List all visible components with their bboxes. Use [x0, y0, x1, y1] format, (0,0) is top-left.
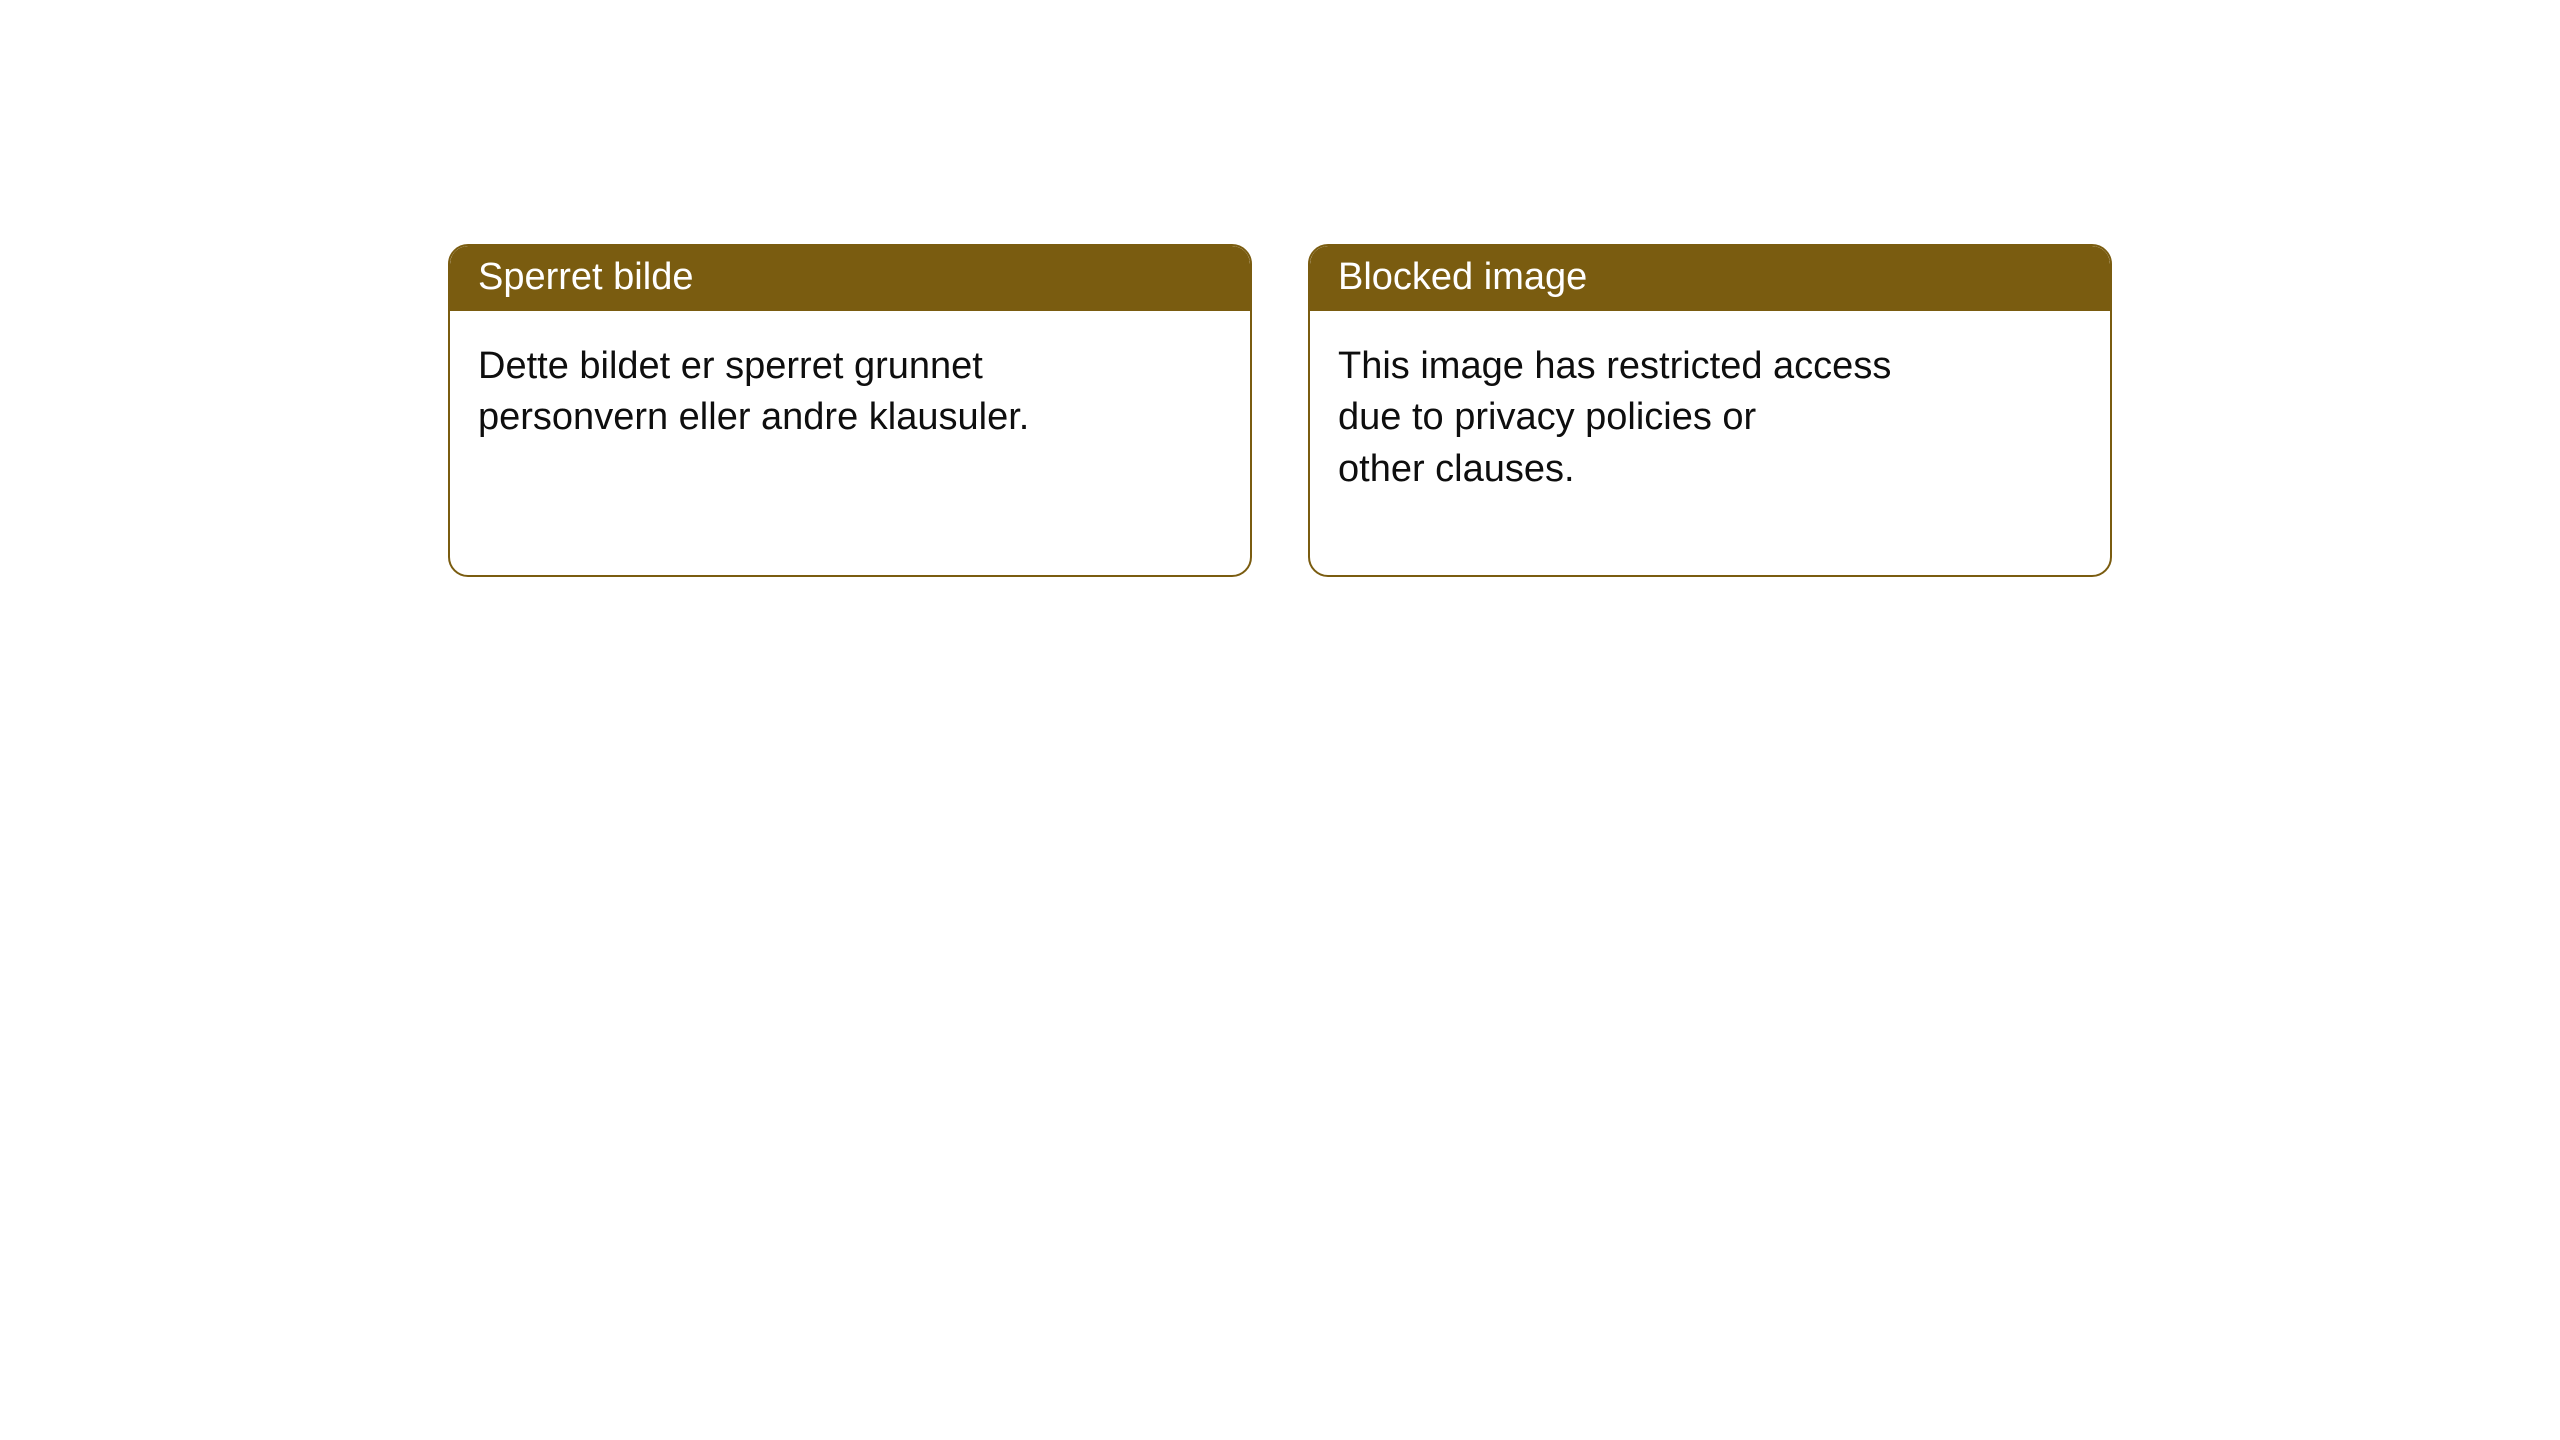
notice-container: Sperret bilde Dette bildet er sperret gr… — [0, 0, 2560, 577]
notice-body: This image has restricted access due to … — [1310, 311, 2110, 575]
notice-body: Dette bildet er sperret grunnet personve… — [450, 311, 1250, 524]
notice-box-norwegian: Sperret bilde Dette bildet er sperret gr… — [448, 244, 1252, 577]
notice-box-english: Blocked image This image has restricted … — [1308, 244, 2112, 577]
notice-header: Blocked image — [1310, 246, 2110, 311]
notice-header: Sperret bilde — [450, 246, 1250, 311]
